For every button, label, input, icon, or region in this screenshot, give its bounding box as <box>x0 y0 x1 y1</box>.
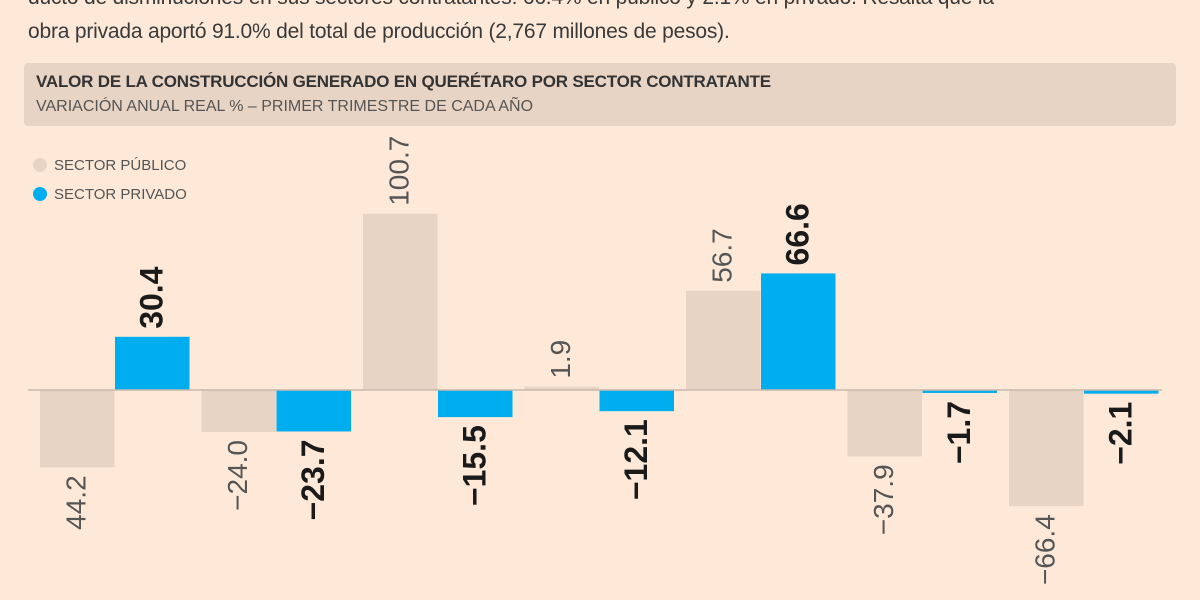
chart-subtitle: VARIACIÓN ANUAL REAL % – PRIMER TRIMESTR… <box>36 98 534 115</box>
data-label: 30.4 <box>134 266 170 328</box>
bar <box>599 390 674 412</box>
bar <box>201 390 276 432</box>
data-label: 1.9 <box>545 340 576 379</box>
bar <box>761 273 836 390</box>
bar <box>115 336 190 390</box>
chart-title: VALOR DE LA CONSTRUCCIÓN GENERADO EN QUE… <box>36 72 771 91</box>
data-label: 66.6 <box>780 203 816 265</box>
bar <box>686 290 761 390</box>
intro-text-line-2: obra privada aportó 91.0% del total de p… <box>28 20 730 43</box>
data-label: −24.0 <box>222 440 253 511</box>
intro-text-line-1: ducto de disminuciones en sus sectores c… <box>28 0 994 10</box>
legend-marker <box>33 187 47 201</box>
data-label: 56.7 <box>707 228 738 283</box>
data-label: −2.1 <box>1103 402 1139 465</box>
bar <box>1009 390 1084 507</box>
bar <box>363 213 438 390</box>
bar <box>276 390 351 432</box>
legend-label: SECTOR PRIVADO <box>54 186 187 203</box>
bar <box>922 390 997 393</box>
data-label: −66.4 <box>1030 514 1061 585</box>
data-label: −12.1 <box>618 419 654 500</box>
data-label: 44.2 <box>61 475 92 529</box>
legend-label: SECTOR PÚBLICO <box>54 157 186 174</box>
bar <box>438 390 513 418</box>
bar <box>40 390 115 468</box>
data-label: −15.5 <box>457 425 493 506</box>
data-label: −23.7 <box>295 439 331 520</box>
bar <box>1084 390 1159 394</box>
legend-marker <box>33 158 47 172</box>
bar <box>524 386 599 390</box>
data-label: −1.7 <box>941 401 977 464</box>
data-label: −37.9 <box>868 464 899 535</box>
data-label: 100.7 <box>384 136 415 206</box>
chart-header: VALOR DE LA CONSTRUCCIÓN GENERADO EN QUE… <box>24 63 1176 126</box>
bar <box>847 390 922 457</box>
